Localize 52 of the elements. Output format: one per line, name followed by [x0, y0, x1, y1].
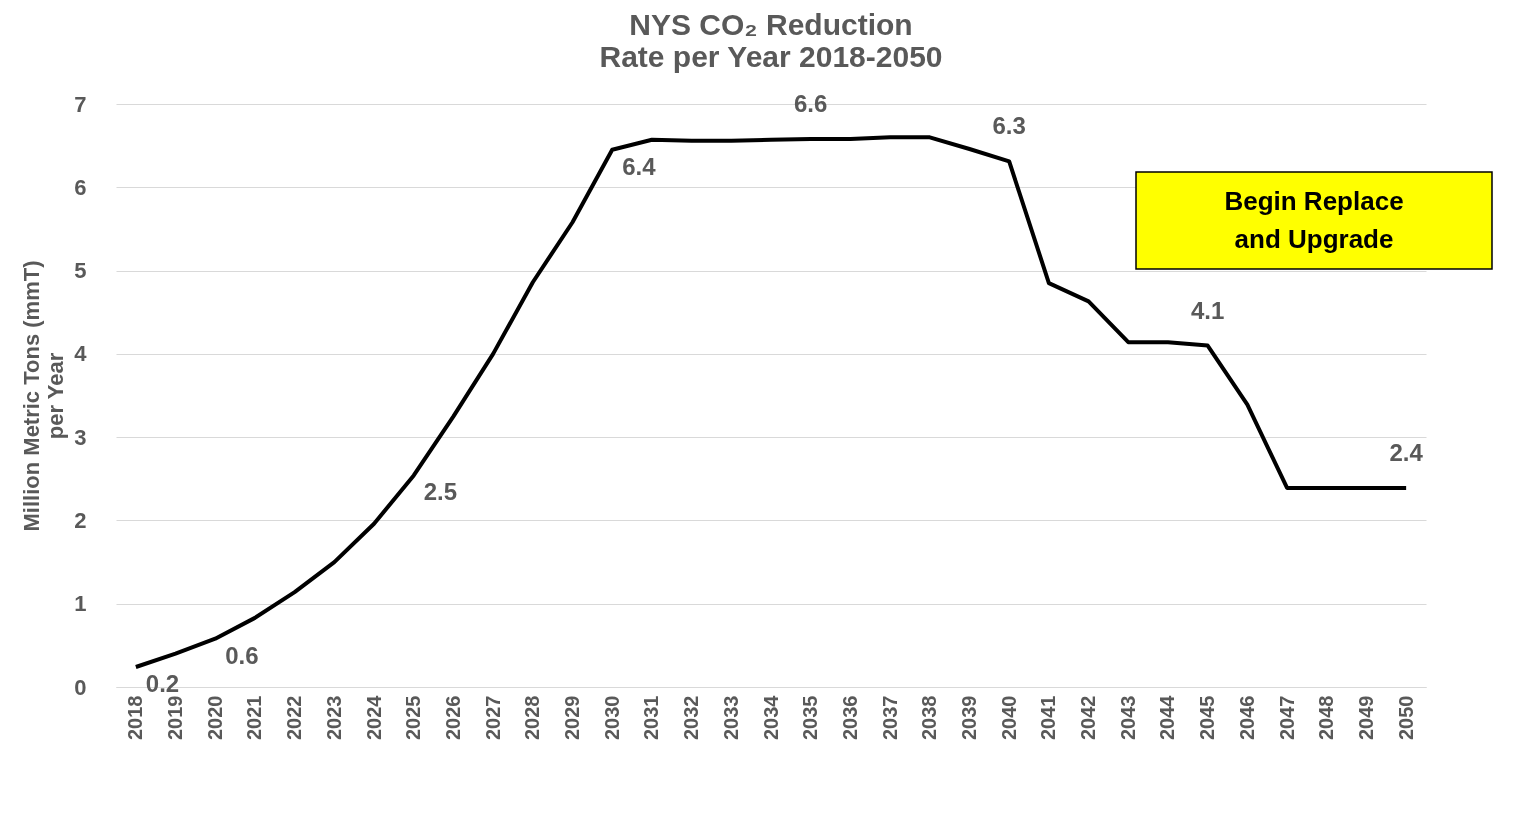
x-tick-label: 2028 [521, 695, 544, 740]
annotation: Begin Replace and Upgrade [1224, 186, 1404, 254]
x-tick-label: 2035 [799, 695, 822, 740]
data-label: 4.1 [1190, 296, 1225, 324]
data-label: 0.6 [225, 641, 259, 669]
data-label: 2.4 [1389, 438, 1424, 466]
x-tick-label: 2019 [164, 695, 187, 740]
data-label: 6.3 [992, 112, 1026, 140]
x-tick-label: 2040 [997, 695, 1020, 740]
chart-title: NYS CO₂ Reduction [629, 7, 913, 41]
x-tick-label: 2046 [1235, 695, 1258, 740]
x-tick-label: 2023 [322, 695, 345, 740]
x-tick-label: 2018 [124, 695, 147, 740]
x-tick-label: 2034 [759, 694, 782, 740]
x-tick-label: 2039 [957, 695, 980, 740]
x-tick-label: 2021 [243, 695, 266, 740]
x-tick-label: 2042 [1077, 695, 1100, 740]
x-tick-label: 2029 [561, 695, 584, 740]
x-tick-label: 2041 [1037, 695, 1060, 740]
x-tick-label: 2050 [1394, 695, 1417, 740]
y-tick-label: 7 [74, 91, 87, 117]
x-tick-label: 2032 [680, 695, 703, 740]
x-tick-label: 2043 [1116, 695, 1139, 740]
data-label: 2.5 [423, 478, 458, 506]
x-tick-label: 2045 [1196, 695, 1219, 740]
x-tick-label: 2025 [402, 695, 425, 740]
y-tick-label: 0 [74, 674, 87, 700]
x-tick-label: 2049 [1354, 695, 1377, 740]
y-tick-label: 3 [74, 424, 87, 450]
x-tick-label: 2030 [600, 695, 623, 740]
y-tick-label: 4 [74, 341, 88, 367]
data-label: 6.4 [622, 152, 657, 180]
x-tick-label: 2036 [838, 695, 861, 740]
x-tick-label: 2026 [441, 695, 464, 740]
x-tick-label: 2047 [1275, 695, 1298, 740]
x-tick-label: 2038 [918, 695, 941, 740]
x-tick-label: 2048 [1315, 695, 1338, 740]
y-tick-label: 5 [74, 258, 87, 284]
x-tick-label: 2031 [640, 695, 663, 740]
chart-subtitle: Rate per Year 2018-2050 [599, 39, 943, 73]
x-tick-label: 2033 [719, 695, 742, 740]
x-tick-label: 2022 [283, 695, 306, 740]
y-tick-label: 2 [74, 507, 87, 533]
x-tick-label: 2020 [203, 695, 226, 740]
data-label: 6.6 [794, 89, 828, 117]
x-tick-label: 2027 [481, 695, 504, 740]
y-axis-title: Million Metric Tons (mmT) per Year [19, 260, 69, 532]
x-tick-label: 2024 [362, 694, 385, 740]
x-tick-label: 2037 [878, 695, 901, 740]
y-tick-label: 6 [74, 174, 87, 200]
y-tick-label: 1 [74, 591, 87, 617]
x-tick-label: 2044 [1156, 694, 1179, 740]
